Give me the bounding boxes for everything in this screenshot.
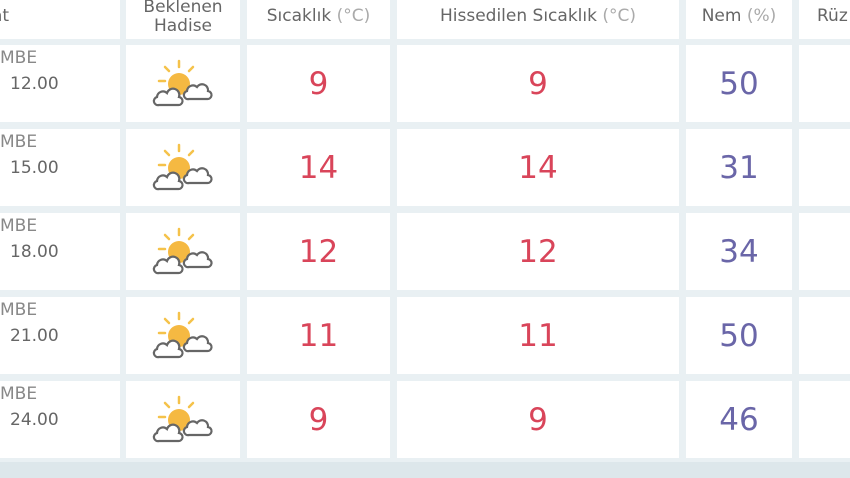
header-humidity: Nem (%) <box>686 0 792 39</box>
wind-cell <box>799 213 850 290</box>
time-label: 18.00 <box>10 242 59 262</box>
header-feels: Hissedilen Sıcaklık (°C) <box>397 0 679 39</box>
header-wind-label: Rüz <box>817 6 848 26</box>
partly-cloudy-icon <box>152 143 213 190</box>
time-cell: MBE 21.00 <box>0 297 120 374</box>
temperature-value: 9 <box>247 45 390 122</box>
partly-cloudy-icon <box>152 59 213 106</box>
header-event-label: Beklenen Hadise <box>143 0 223 36</box>
feels-like-value: 12 <box>397 213 679 290</box>
feels-like-value: 9 <box>397 45 679 122</box>
header-temp: Sıcaklık (°C) <box>247 0 390 39</box>
header-wind: Rüz <box>799 0 850 39</box>
event-cell <box>126 213 240 290</box>
time-label: 21.00 <box>10 326 59 346</box>
humidity-value: 46 <box>686 381 792 458</box>
feels-like-value: 11 <box>397 297 679 374</box>
header-time-label: at <box>0 6 10 26</box>
header-temp-label: Sıcaklık <box>266 6 332 26</box>
humidity-value: 50 <box>686 45 792 122</box>
temperature-value: 11 <box>247 297 390 374</box>
event-cell <box>126 381 240 458</box>
day-label: MBE <box>0 48 38 68</box>
header-temp-unit: (°C) <box>336 6 371 26</box>
humidity-value: 34 <box>686 213 792 290</box>
event-cell <box>126 297 240 374</box>
event-cell <box>126 129 240 206</box>
time-cell: MBE 12.00 <box>0 45 120 122</box>
time-cell: MBE 24.00 <box>0 381 120 458</box>
time-cell: MBE 15.00 <box>0 129 120 206</box>
partly-cloudy-icon <box>152 311 213 358</box>
feels-like-value: 14 <box>397 129 679 206</box>
feels-like-value: 9 <box>397 381 679 458</box>
header-time: at <box>0 0 120 39</box>
wind-cell <box>799 297 850 374</box>
day-label: MBE <box>0 216 38 236</box>
time-label: 12.00 <box>10 74 59 94</box>
header-feels-label: Hissedilen Sıcaklık <box>439 6 597 26</box>
header-event: Beklenen Hadise <box>126 0 240 39</box>
temperature-value: 14 <box>247 129 390 206</box>
header-humidity-unit: (%) <box>746 6 777 26</box>
table-footer-strip <box>0 462 850 478</box>
wind-cell <box>799 45 850 122</box>
wind-cell <box>799 381 850 458</box>
header-humidity-label: Nem <box>701 6 742 26</box>
header-feels-unit: (°C) <box>602 6 636 26</box>
event-cell <box>126 45 240 122</box>
day-label: MBE <box>0 132 38 152</box>
temperature-value: 9 <box>247 381 390 458</box>
humidity-value: 31 <box>686 129 792 206</box>
temperature-value: 12 <box>247 213 390 290</box>
time-label: 15.00 <box>10 158 59 178</box>
partly-cloudy-icon <box>152 227 213 274</box>
time-label: 24.00 <box>10 410 59 430</box>
partly-cloudy-icon <box>152 395 213 442</box>
day-label: MBE <box>0 300 38 320</box>
time-cell: MBE 18.00 <box>0 213 120 290</box>
wind-cell <box>799 129 850 206</box>
humidity-value: 50 <box>686 297 792 374</box>
day-label: MBE <box>0 384 38 404</box>
